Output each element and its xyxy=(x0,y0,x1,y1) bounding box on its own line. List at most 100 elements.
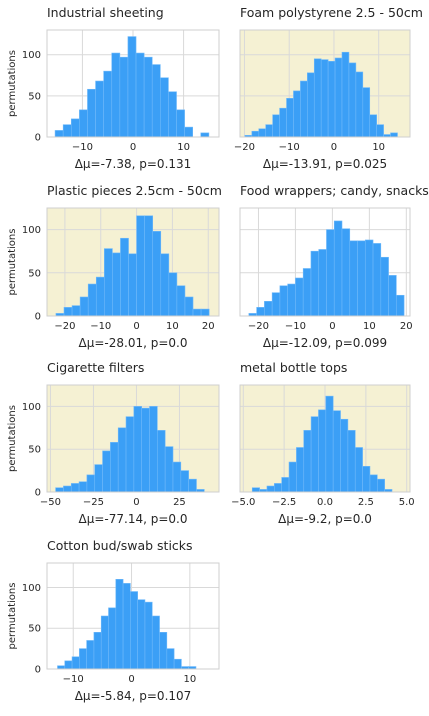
y-tick-label: 50 xyxy=(28,445,41,456)
histogram-bar xyxy=(251,487,260,493)
histogram-bar xyxy=(54,130,64,138)
histogram-bar xyxy=(264,301,273,317)
histogram-bar xyxy=(251,130,260,138)
histogram-bar xyxy=(303,430,312,493)
histogram-bar xyxy=(122,583,131,670)
chart-title: metal bottle tops xyxy=(240,360,347,375)
chart-title: Industrial sheeting xyxy=(47,5,164,20)
x-tick-label: 10 xyxy=(372,142,385,153)
x-tick-label: 10 xyxy=(177,142,190,153)
histogram-bar xyxy=(279,107,287,138)
histogram-bar xyxy=(125,416,135,493)
histogram-bar xyxy=(87,88,96,138)
x-tick-label: 0 xyxy=(130,142,136,153)
histogram-bar xyxy=(87,283,97,317)
histogram-bar xyxy=(143,56,153,138)
plot-frame xyxy=(239,207,411,317)
histogram-bar xyxy=(287,283,296,317)
histogram-bar xyxy=(55,487,64,493)
y-tick-label: 50 xyxy=(28,268,41,279)
histogram-bar xyxy=(168,272,178,317)
histogram-bar xyxy=(293,90,301,138)
plot-frame xyxy=(46,29,220,138)
histogram-bar xyxy=(117,427,127,493)
histogram-bar xyxy=(340,418,349,493)
histogram-bar xyxy=(390,132,398,138)
y-axis-label: permutations xyxy=(7,229,18,296)
chart-title: Food wrappers; candy, snacks xyxy=(240,183,429,198)
y-tick-label: 0 xyxy=(35,312,41,323)
histogram-panel: −5.0 −2.5 0.0 2.5 5.0 metal bottle tops Δμ=-9.… xyxy=(231,360,415,526)
histogram-bar xyxy=(79,109,88,138)
x-tick-label: 25 xyxy=(173,497,186,508)
histogram-bar xyxy=(79,296,89,317)
histogram-bar xyxy=(188,478,197,493)
y-tick-label: 100 xyxy=(22,50,41,61)
x-tick-label: 0 xyxy=(329,321,335,332)
histogram-bar xyxy=(341,51,350,138)
histogram-bar xyxy=(318,409,327,493)
plot-frame xyxy=(239,29,411,138)
plot-frame xyxy=(46,562,220,670)
histogram-bar xyxy=(286,98,294,138)
histogram-bar xyxy=(71,656,80,670)
x-tick-label: −20 xyxy=(234,142,255,153)
histogram-bar xyxy=(160,77,169,138)
histogram-bar xyxy=(151,64,161,138)
plot-frame xyxy=(239,384,411,493)
histogram-bar xyxy=(184,126,193,138)
histogram-bar xyxy=(164,446,174,493)
x-tick-label: 0 xyxy=(133,321,139,332)
x-tick-label: −10 xyxy=(279,142,300,153)
histogram-bar xyxy=(110,442,119,493)
histogram-bar xyxy=(334,57,343,138)
x-tick-label: 0 xyxy=(133,497,139,508)
histogram-bar xyxy=(130,591,138,670)
x-axis-label: Δμ=-12.09, p=0.099 xyxy=(263,336,387,350)
histogram-bar xyxy=(272,114,280,138)
histogram-bar xyxy=(95,276,105,317)
histogram-bar xyxy=(149,406,158,493)
histogram-bar xyxy=(71,305,81,317)
histogram-bar xyxy=(281,477,290,493)
histogram-bar xyxy=(152,231,162,317)
histogram-bar xyxy=(166,648,175,670)
histogram-bar xyxy=(86,474,96,493)
histogram-bar xyxy=(380,256,389,317)
histogram-bar xyxy=(78,481,88,493)
x-tick-label: −2.5 xyxy=(272,497,296,508)
histogram-bar xyxy=(348,62,357,138)
histogram-panel: −20 −10 0 10 20 0 50 100 Plastic pieces 2.5cm - … xyxy=(7,183,222,350)
histogram-bar xyxy=(176,109,185,138)
histogram-bar xyxy=(104,248,113,317)
histogram-bar xyxy=(295,277,304,317)
histogram-bar xyxy=(136,215,145,317)
x-tick-label: 0 xyxy=(331,142,337,153)
histogram-bar xyxy=(160,253,170,317)
histogram-bar xyxy=(200,132,210,138)
x-axis-label: Δμ=-13.91, p=0.025 xyxy=(263,157,387,171)
histogram-bar xyxy=(176,285,186,317)
y-tick-label: 0 xyxy=(35,488,41,499)
histogram-bar xyxy=(341,228,351,317)
histogram-bar xyxy=(362,87,371,138)
histogram-bar xyxy=(180,470,189,493)
histogram-bar xyxy=(184,296,194,317)
x-tick-label: −10 xyxy=(72,142,93,153)
chart-title: Cotton bud/swab sticks xyxy=(47,538,193,553)
histogram-bar xyxy=(396,294,405,317)
histogram-bar xyxy=(137,599,146,670)
histogram-bar xyxy=(173,658,182,670)
histogram-bar xyxy=(111,52,121,138)
histogram-bar xyxy=(271,292,281,317)
x-tick-label: 0 xyxy=(128,674,134,685)
histogram-bar xyxy=(62,124,72,138)
histogram-bar xyxy=(70,483,80,493)
x-tick-label: 10 xyxy=(166,321,179,332)
y-tick-label: 100 xyxy=(22,583,41,594)
y-tick-label: 100 xyxy=(22,402,41,413)
histogram-bar xyxy=(333,220,343,317)
histogram-bar xyxy=(310,416,319,493)
histogram-bar xyxy=(86,640,95,670)
